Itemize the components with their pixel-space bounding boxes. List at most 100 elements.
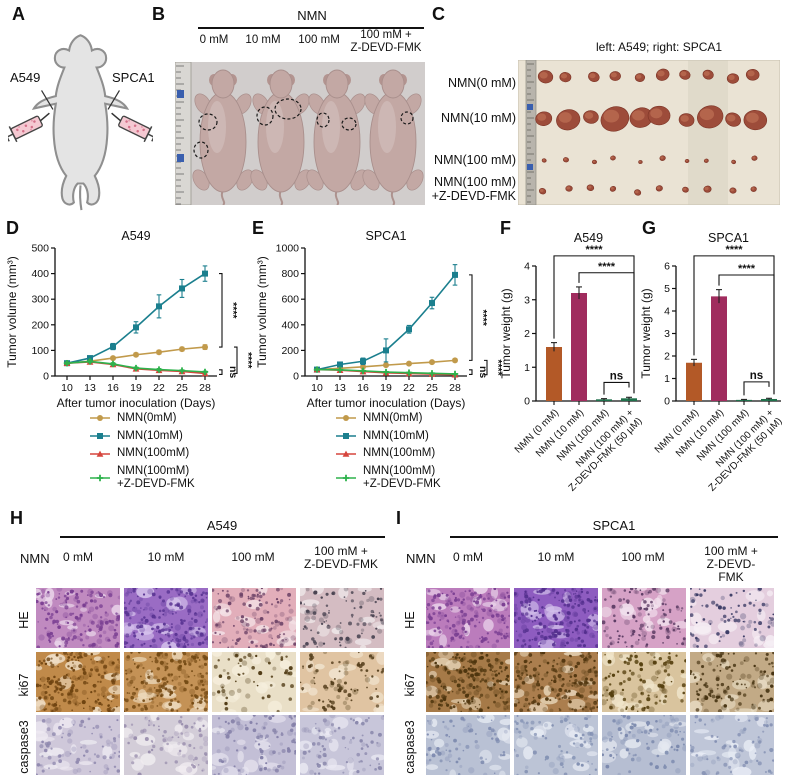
svg-text:500: 500 xyxy=(31,243,49,255)
legend-item-d-3: NMN(100mM) +Z-DEVD-FMK xyxy=(88,465,195,490)
panel-i-nmn-label: NMN xyxy=(406,551,436,566)
histology-tissue-svg xyxy=(602,715,686,775)
legend-label: NMN(100mM) +Z-DEVD-FMK xyxy=(117,464,195,490)
svg-text:ns: ns xyxy=(477,366,489,378)
svg-text:5: 5 xyxy=(664,283,670,295)
panel-letter-b: B xyxy=(152,4,165,24)
svg-text:19: 19 xyxy=(130,382,142,394)
svg-text:13: 13 xyxy=(84,382,96,394)
svg-text:200: 200 xyxy=(31,319,49,331)
square-marker-icon xyxy=(336,432,356,439)
svg-text:ns: ns xyxy=(750,370,763,382)
svg-text:3: 3 xyxy=(524,294,530,306)
h-col-100mm-zdevd: 100 mM + Z-DEVD-FMK xyxy=(304,544,378,572)
svg-text:6: 6 xyxy=(664,261,670,273)
panel-b-group-line xyxy=(198,27,424,29)
svg-text:600: 600 xyxy=(281,294,299,306)
legend-a549: NMN(0mM) NMN(10mM) NMN(100mM) NMN(100mM) +Z… xyxy=(88,412,195,490)
tumor-row-label-0mm: NMN(0 mM) xyxy=(447,76,516,90)
plus-marker-icon xyxy=(90,474,110,481)
svg-text:10: 10 xyxy=(311,382,323,394)
svg-text:0: 0 xyxy=(664,396,670,408)
svg-text:ns: ns xyxy=(227,366,239,378)
legend-item-e-1: NMN(10mM) xyxy=(334,430,441,443)
svg-text:****: **** xyxy=(598,261,616,273)
legend-item-d-0: NMN(0mM) xyxy=(88,412,195,425)
panel-h-title-line xyxy=(60,536,385,538)
panel-letter-f: F xyxy=(500,218,511,238)
svg-text:Tumor weight (g): Tumor weight (g) xyxy=(640,288,653,378)
panel-i-title: SPCA1 xyxy=(592,518,636,533)
svg-text:4: 4 xyxy=(524,261,530,273)
left-label-pointer-line xyxy=(41,90,54,110)
svg-text:400: 400 xyxy=(31,268,49,280)
i-row-caspase3: caspase3 xyxy=(403,720,417,774)
h-row-caspase3: caspase3 xyxy=(17,720,31,774)
mouse-diagram-svg xyxy=(8,34,153,211)
i-col-0mm: 0 mM xyxy=(453,550,483,564)
tumor-row-label-10mm: NMN(10 mM) xyxy=(441,111,516,125)
svg-text:16: 16 xyxy=(107,382,119,394)
panel-letter-g: G xyxy=(642,218,657,238)
histology-tissue-svg xyxy=(426,715,510,775)
svg-text:22: 22 xyxy=(403,382,415,394)
svg-text:22: 22 xyxy=(153,382,165,394)
svg-text:25: 25 xyxy=(176,382,188,394)
tumor-row-label-100mm-zdevd: NMN(100 mM) +Z-DEVD-FMK xyxy=(431,175,516,204)
histology-image-h-ki67-col2 xyxy=(212,652,296,712)
histology-image-h-ki67-col0 xyxy=(36,652,120,712)
legend-label: NMN(10mM) xyxy=(117,429,183,442)
svg-text:SPCA1: SPCA1 xyxy=(708,231,749,245)
triangle-marker-icon xyxy=(336,450,356,457)
dose-label-100mm: 100 mM xyxy=(298,34,340,46)
histology-image-h-ki67-col3 xyxy=(300,652,384,712)
line-chart-spca1: 0 200 400 600 800 1000 Tumor volume (mm³) SPCA1… xyxy=(255,230,505,418)
histology-image-i-he-col1 xyxy=(514,588,598,648)
svg-text:Tumor weight (g): Tumor weight (g) xyxy=(500,288,513,378)
mouse-tail xyxy=(79,185,83,211)
histology-tissue-svg xyxy=(36,715,120,775)
histology-tissue-svg xyxy=(514,715,598,775)
svg-text:****: **** xyxy=(725,244,743,256)
svg-text:400: 400 xyxy=(281,319,299,331)
dose-label-10mm: 10 mM xyxy=(245,34,281,46)
histology-image-i-he-col0 xyxy=(426,588,510,648)
histology-tissue-svg xyxy=(124,652,208,712)
histology-tissue-svg xyxy=(514,652,598,712)
h-col-0mm: 0 mM xyxy=(63,550,93,564)
svg-text:100: 100 xyxy=(31,345,49,357)
histology-tissue-svg xyxy=(602,652,686,712)
panel-c-caption: left: A549; right: SPCA1 xyxy=(596,40,723,54)
svg-text:28: 28 xyxy=(449,382,461,394)
histology-image-i-ki67-col1 xyxy=(514,652,598,712)
svg-text:0: 0 xyxy=(293,371,299,383)
i-col-10mm: 10 mM xyxy=(537,550,575,564)
panel-letter-h: H xyxy=(10,508,23,528)
h-row-ki67: ki67 xyxy=(17,673,31,697)
svg-text:200: 200 xyxy=(281,345,299,357)
line-chart-a549: 0 100 200 300 400 500 Tumor volume (mm³) A549 10… xyxy=(5,230,255,418)
legend-label: NMN(0mM) xyxy=(363,412,423,424)
plus-marker-icon xyxy=(336,474,356,481)
svg-text:After tumor inoculation (Days): After tumor inoculation (Days) xyxy=(307,396,466,410)
i-col-100mm: 100 mM xyxy=(621,550,665,564)
panel-letter-i: I xyxy=(396,508,402,528)
svg-text:1000: 1000 xyxy=(276,243,300,255)
histology-image-i-ki67-col0 xyxy=(426,652,510,712)
mouse-body-outline xyxy=(31,34,130,206)
square-marker-icon xyxy=(90,432,110,439)
histology-image-h-he-col0 xyxy=(36,588,120,648)
svg-text:****: **** xyxy=(492,359,504,376)
svg-text:2: 2 xyxy=(524,328,530,340)
panel-h-title: A549 xyxy=(206,518,238,533)
legend-label: NMN(10mM) xyxy=(363,429,429,442)
svg-text:****: **** xyxy=(242,352,254,369)
injection-label-spca1: SPCA1 xyxy=(112,70,155,85)
i-row-he: HE xyxy=(403,611,417,629)
histology-image-h-he-col1 xyxy=(124,588,208,648)
mice-photo xyxy=(175,62,425,205)
histology-tissue-svg xyxy=(690,715,774,775)
histology-tissue-svg xyxy=(690,652,774,712)
dose-label-100mm-zdevd: 100 mM + Z-DEVD-FMK xyxy=(350,29,422,54)
